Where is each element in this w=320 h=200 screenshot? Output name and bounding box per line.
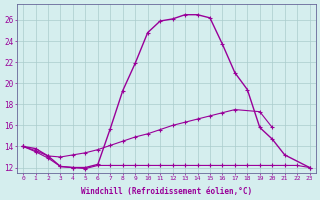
X-axis label: Windchill (Refroidissement éolien,°C): Windchill (Refroidissement éolien,°C): [81, 187, 252, 196]
